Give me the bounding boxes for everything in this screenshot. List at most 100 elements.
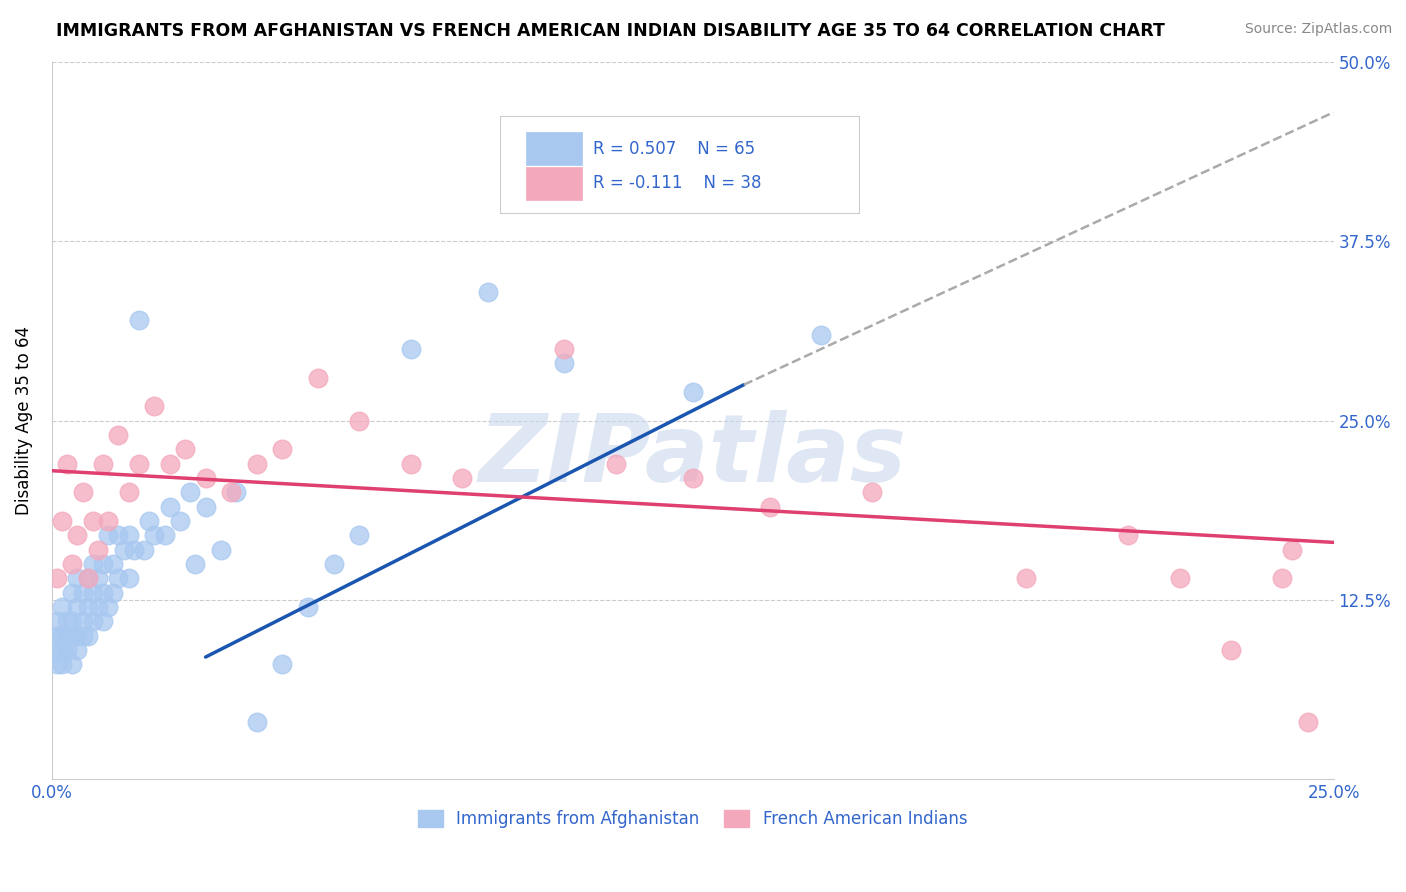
Point: [184, 557, 207, 571]
Point: [169, 514, 191, 528]
Point: [271, 442, 294, 457]
Point: [179, 485, 201, 500]
Point: [91, 457, 114, 471]
Point: [682, 471, 704, 485]
Point: [91, 585, 114, 599]
Point: [1296, 714, 1319, 729]
Point: [553, 342, 575, 356]
FancyBboxPatch shape: [526, 167, 582, 200]
Point: [128, 457, 150, 471]
Point: [118, 528, 141, 542]
Text: Source: ZipAtlas.com: Source: ZipAtlas.com: [1244, 22, 1392, 37]
FancyBboxPatch shape: [501, 116, 859, 212]
Point: [66, 599, 89, 614]
Point: [51, 599, 73, 614]
Point: [860, 485, 883, 500]
Point: [682, 384, 704, 399]
Point: [153, 528, 176, 542]
Point: [246, 457, 269, 471]
Point: [451, 471, 474, 485]
Point: [72, 629, 94, 643]
Point: [91, 557, 114, 571]
Point: [45, 614, 67, 628]
Point: [66, 643, 89, 657]
Point: [51, 629, 73, 643]
Point: [76, 599, 98, 614]
Point: [297, 599, 319, 614]
Point: [45, 571, 67, 585]
Point: [82, 585, 104, 599]
Point: [122, 542, 145, 557]
Point: [118, 571, 141, 585]
Point: [107, 428, 129, 442]
Text: R = 0.507    N = 65: R = 0.507 N = 65: [593, 140, 755, 158]
Point: [66, 528, 89, 542]
Point: [45, 657, 67, 672]
Point: [60, 614, 83, 628]
Point: [56, 457, 79, 471]
Point: [82, 514, 104, 528]
Point: [322, 557, 344, 571]
Point: [246, 714, 269, 729]
Point: [51, 643, 73, 657]
Point: [174, 442, 197, 457]
Text: IMMIGRANTS FROM AFGHANISTAN VS FRENCH AMERICAN INDIAN DISABILITY AGE 35 TO 64 CO: IMMIGRANTS FROM AFGHANISTAN VS FRENCH AM…: [56, 22, 1166, 40]
Point: [1168, 571, 1191, 585]
Point: [143, 399, 166, 413]
Point: [97, 514, 120, 528]
Point: [605, 457, 627, 471]
Point: [76, 629, 98, 643]
Point: [87, 542, 110, 557]
Point: [72, 614, 94, 628]
Point: [72, 585, 94, 599]
Point: [66, 571, 89, 585]
Point: [82, 557, 104, 571]
Point: [225, 485, 247, 500]
Point: [87, 599, 110, 614]
Point: [1015, 571, 1038, 585]
Text: ZIPatlas: ZIPatlas: [478, 410, 907, 502]
Text: R = -0.111    N = 38: R = -0.111 N = 38: [593, 174, 761, 193]
Point: [477, 285, 499, 299]
Point: [810, 327, 832, 342]
Point: [76, 571, 98, 585]
Point: [103, 557, 125, 571]
Point: [138, 514, 160, 528]
Point: [1281, 542, 1303, 557]
Point: [60, 657, 83, 672]
Point: [128, 313, 150, 327]
Point: [66, 629, 89, 643]
Point: [45, 643, 67, 657]
Point: [60, 585, 83, 599]
Point: [307, 370, 329, 384]
Point: [194, 471, 217, 485]
Point: [132, 542, 155, 557]
Point: [72, 485, 94, 500]
Point: [194, 500, 217, 514]
Point: [1220, 643, 1243, 657]
Point: [76, 571, 98, 585]
Point: [553, 356, 575, 370]
Point: [502, 155, 524, 169]
Point: [1118, 528, 1140, 542]
Point: [399, 457, 422, 471]
Point: [159, 457, 181, 471]
Point: [271, 657, 294, 672]
Point: [45, 629, 67, 643]
Point: [219, 485, 242, 500]
Point: [56, 629, 79, 643]
Point: [112, 542, 135, 557]
Point: [1271, 571, 1294, 585]
Legend: Immigrants from Afghanistan, French American Indians: Immigrants from Afghanistan, French Amer…: [411, 804, 974, 835]
Point: [399, 342, 422, 356]
Point: [56, 614, 79, 628]
Point: [60, 557, 83, 571]
Point: [97, 528, 120, 542]
Point: [51, 514, 73, 528]
Point: [91, 614, 114, 628]
Point: [758, 500, 780, 514]
Point: [82, 614, 104, 628]
Point: [118, 485, 141, 500]
Point: [87, 571, 110, 585]
Point: [209, 542, 232, 557]
